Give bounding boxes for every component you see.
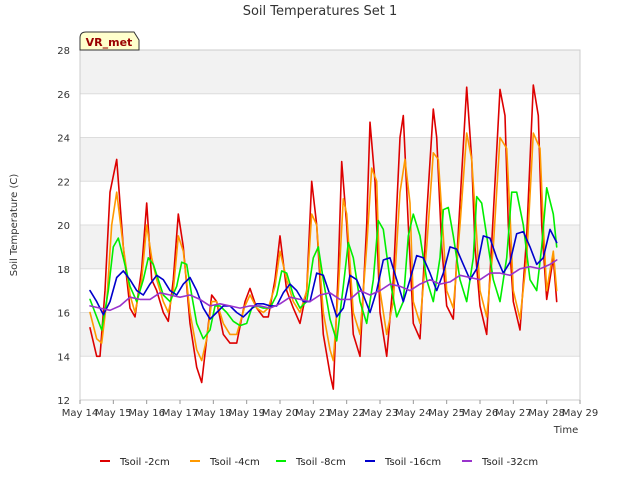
- x-tick-label: May 15: [95, 408, 132, 419]
- series-line-tsoil32cm: [89, 259, 558, 312]
- x-tick-label: May 23: [362, 408, 399, 419]
- plot-band: [80, 50, 580, 94]
- y-axis-ticks: 12 14 16 18 20 22 24 26 28: [57, 46, 70, 407]
- y-tick-label: 22: [57, 177, 70, 188]
- badge-label: VR_met: [86, 36, 133, 49]
- plot-band: [80, 356, 580, 400]
- station-badge: VR_met: [79, 31, 140, 51]
- badge-shape: [79, 31, 140, 51]
- y-tick-label: 24: [57, 134, 70, 145]
- plot-band: [80, 93, 580, 138]
- y-tick-label: 20: [57, 221, 70, 232]
- x-tick-label: May 21: [295, 408, 332, 419]
- series-line-tsoil8cm: [89, 187, 558, 342]
- x-tick-label: May 16: [128, 408, 165, 419]
- plot-frame: [79, 49, 581, 401]
- chart-title: Soil Temperatures Set 1: [243, 4, 398, 19]
- y-axis-label: Soil Temperature (C): [9, 174, 20, 277]
- y-tick-label: 18: [57, 265, 70, 276]
- legend-label: Tsoil -8cm: [295, 457, 346, 468]
- legend-label: Tsoil -32cm: [481, 457, 538, 468]
- legend-label: Tsoil -2cm: [119, 457, 170, 468]
- x-tick-label: May 14: [62, 408, 99, 419]
- x-tick-label: May 18: [195, 408, 232, 419]
- x-tick-label: May 22: [328, 408, 365, 419]
- x-tick-label: May 26: [462, 408, 499, 419]
- x-axis-label: Time: [553, 425, 578, 436]
- y-tick-label: 16: [57, 309, 70, 320]
- series-line-tsoil2cm: [89, 84, 558, 390]
- legend-label: Tsoil -16cm: [384, 457, 441, 468]
- legend: Tsoil -2cm Tsoil -4cm Tsoil -8cm Tsoil -16c…: [100, 457, 538, 468]
- y-tick-label: 14: [57, 352, 70, 363]
- legend-label: Tsoil -4cm: [209, 457, 260, 468]
- x-tick-label: May 28: [528, 408, 565, 419]
- series-lines: [89, 84, 558, 390]
- y-tick-label: 12: [57, 396, 70, 407]
- series-line-tsoil16cm: [89, 228, 558, 320]
- x-tick-label: May 19: [228, 408, 265, 419]
- series-line-tsoil4cm: [89, 132, 558, 362]
- plot-band: [80, 137, 580, 182]
- x-tick-label: May 27: [495, 408, 532, 419]
- x-tick-label: May 24: [395, 408, 432, 419]
- x-tick-label: May 29: [562, 408, 599, 419]
- plot-band: [80, 181, 580, 225]
- y-tick-label: 26: [57, 90, 70, 101]
- plot-band: [80, 225, 580, 269]
- x-tick-label: May 20: [262, 408, 299, 419]
- y-tick-label: 28: [57, 46, 70, 57]
- x-tick-label: May 17: [162, 408, 199, 419]
- x-tick-label: May 25: [428, 408, 465, 419]
